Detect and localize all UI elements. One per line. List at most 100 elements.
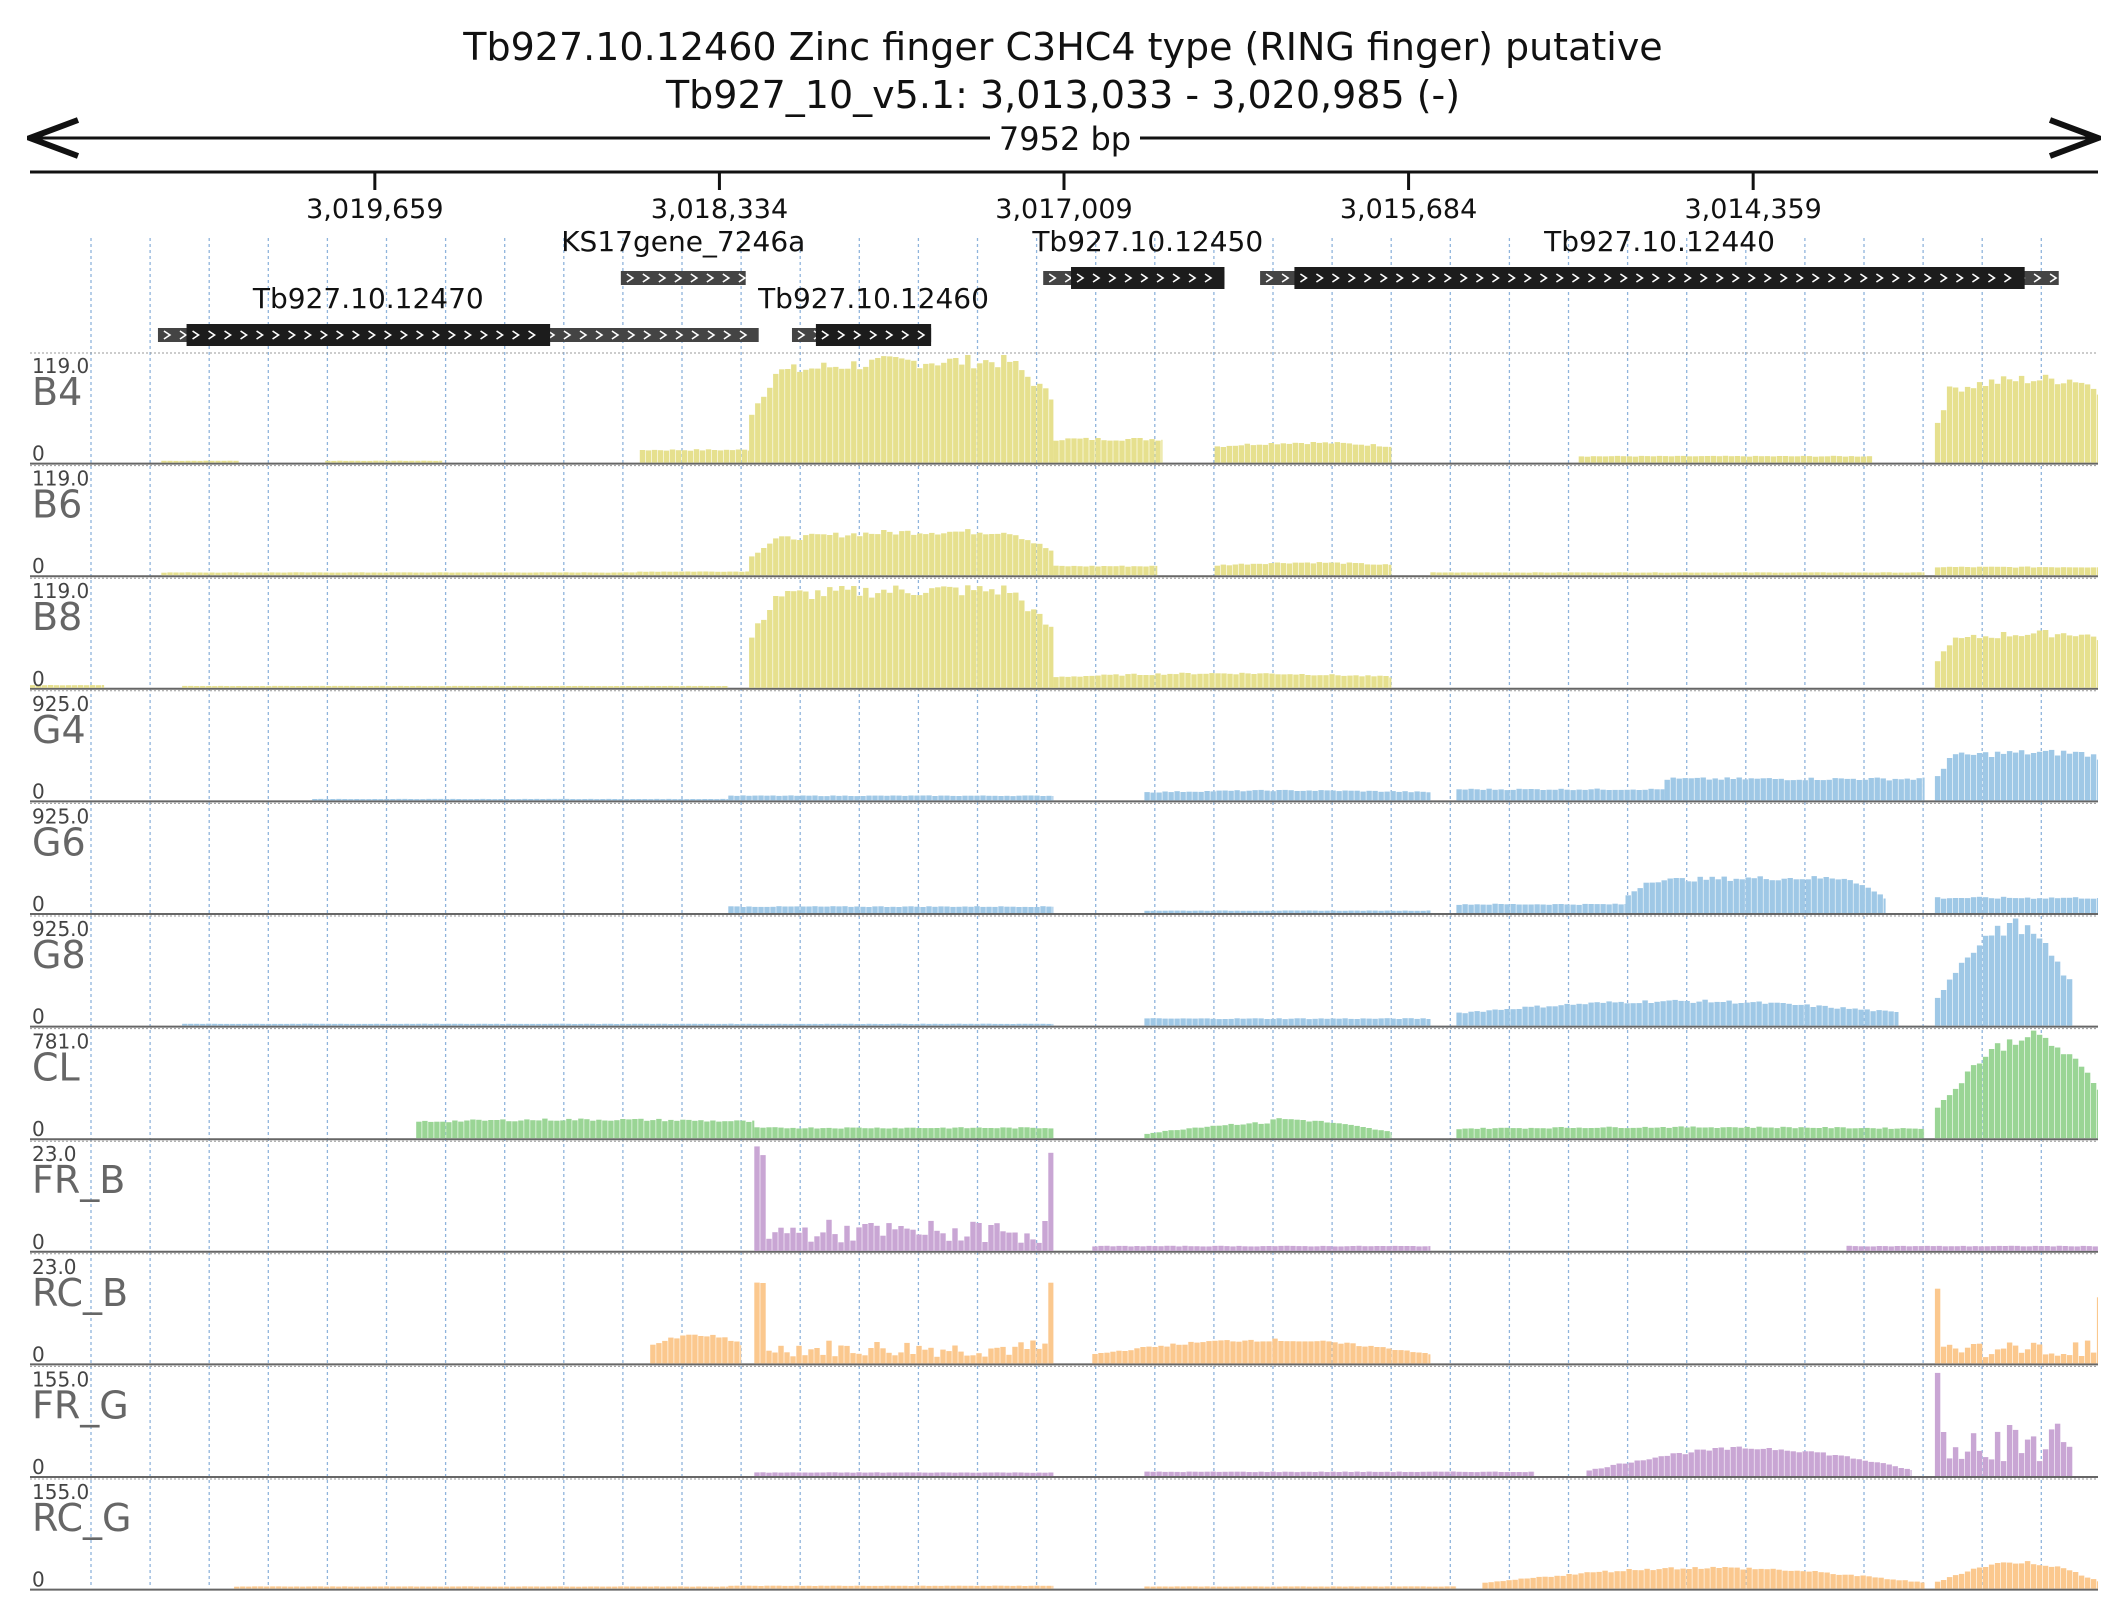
coverage-bar xyxy=(1902,1580,1908,1589)
coverage-bar xyxy=(1734,456,1741,463)
coverage-bar xyxy=(1242,1246,1248,1251)
coverage-bar xyxy=(1059,676,1065,688)
coverage-bar xyxy=(1010,1024,1016,1026)
coverage-bar xyxy=(1510,1128,1516,1139)
coverage-bar xyxy=(1155,673,1161,688)
coverage-bar xyxy=(1680,1568,1686,1589)
coverage-bar xyxy=(1250,445,1256,463)
coverage-bar xyxy=(1970,952,1977,1026)
coverage-bar xyxy=(734,906,740,913)
gene-feature[interactable]: Tb927.10.12450 xyxy=(1031,225,1263,289)
coverage-bar xyxy=(1328,443,1334,463)
coverage-bar xyxy=(1252,1586,1258,1589)
coverage-bar xyxy=(1604,1467,1610,1476)
coverage-bar xyxy=(1048,1128,1054,1139)
coverage-bar xyxy=(1492,1009,1498,1026)
strand-chevron xyxy=(512,330,520,340)
strand-chevron xyxy=(1779,273,1788,283)
strand-chevron xyxy=(1427,273,1436,283)
gene-label[interactable]: Tb927.10.12470 xyxy=(252,282,484,315)
coverage-bar xyxy=(1359,676,1365,688)
gene-label[interactable]: Tb927.10.12450 xyxy=(1031,225,1263,258)
coverage-bar xyxy=(439,460,443,463)
coverage-bar xyxy=(698,1023,704,1026)
coverage-bar xyxy=(102,685,105,688)
coverage-bar xyxy=(1262,564,1268,576)
coverage-bar xyxy=(890,906,896,913)
coverage-bar xyxy=(1838,572,1844,576)
coverage-bar xyxy=(734,1120,740,1139)
coverage-bar xyxy=(1210,1125,1216,1139)
coverage-bar xyxy=(1402,1472,1408,1476)
coverage-bar xyxy=(1658,1456,1664,1476)
gene-annotation-track[interactable]: KS17gene_7246a Tb927.10.12450 Tb927.10.124… xyxy=(157,225,2059,346)
coverage-bar xyxy=(1846,1008,1852,1026)
coverage-bar xyxy=(1390,1018,1396,1026)
coverage-bar xyxy=(980,1023,986,1026)
strand-chevron xyxy=(448,330,456,340)
coverage-bar xyxy=(1338,1246,1344,1251)
coverage-bar xyxy=(904,1228,910,1251)
coverage-bar xyxy=(1095,675,1101,688)
gene-label[interactable]: KS17gene_7246a xyxy=(561,225,805,258)
coverage-bar xyxy=(1745,877,1751,913)
coverage-bar xyxy=(1312,1586,1318,1589)
coverage-bar xyxy=(1778,778,1784,801)
coverage-bar xyxy=(1690,1002,1696,1026)
coverage-bar xyxy=(594,799,600,801)
coverage-bar xyxy=(1922,777,1925,801)
coverage-bar xyxy=(48,685,54,688)
strand-chevron xyxy=(722,273,731,283)
coverage-bar xyxy=(1354,910,1360,913)
coverage-bar xyxy=(1667,878,1673,913)
coverage-bar xyxy=(1386,1246,1392,1251)
coverage-bar xyxy=(708,1586,714,1589)
coverage-bar xyxy=(1624,1128,1630,1139)
coverage-bar xyxy=(965,355,971,463)
coverage-bar xyxy=(830,795,836,801)
gene-feature[interactable]: Tb927.10.12460 xyxy=(757,282,989,346)
gene-label[interactable]: Tb927.10.12460 xyxy=(757,282,989,315)
coverage-bar xyxy=(390,799,396,801)
coverage-bar xyxy=(802,1128,808,1139)
coverage-bar xyxy=(833,366,839,463)
coverage-bar xyxy=(1888,1128,1894,1139)
coverage-bar xyxy=(872,795,878,801)
coverage-bar xyxy=(248,686,254,688)
strand-chevron xyxy=(642,273,651,283)
coverage-bar xyxy=(875,593,881,688)
coverage-bar xyxy=(1042,1472,1048,1476)
coverage-bar xyxy=(696,799,702,801)
coverage-bar xyxy=(1146,1245,1152,1251)
coverage-bar xyxy=(920,907,926,913)
strand-chevron xyxy=(1108,273,1117,283)
coverage-bar xyxy=(1906,1246,1912,1251)
coverage-bar xyxy=(1536,1576,1542,1589)
coverage-bars xyxy=(754,1146,2098,1251)
coverage-bar xyxy=(534,1586,540,1589)
coverage-bar xyxy=(1218,1340,1224,1364)
gene-feature[interactable]: Tb927.10.12470 xyxy=(157,282,759,346)
gene-feature[interactable]: Tb927.10.12440 xyxy=(1260,225,2059,289)
coverage-bar xyxy=(964,1236,970,1251)
coverage-bar xyxy=(836,906,842,913)
coverage-bar xyxy=(1758,456,1765,463)
gene-feature[interactable]: KS17gene_7246a xyxy=(561,225,805,285)
coverage-bar xyxy=(2072,1342,2079,1364)
coverage-bar xyxy=(729,450,736,463)
coverage-bar xyxy=(666,798,672,801)
gene-label[interactable]: Tb927.10.12440 xyxy=(1543,225,1775,258)
coverage-bar xyxy=(2012,567,2019,576)
coverage-bar xyxy=(397,460,403,463)
coverage-bar xyxy=(1246,1123,1252,1139)
coverage-bar xyxy=(857,536,863,576)
coverage-bar xyxy=(1810,1007,1816,1026)
coverage-bar xyxy=(998,1023,1004,1026)
coverage-bar xyxy=(892,1229,898,1251)
coverage-bar xyxy=(1780,1003,1786,1026)
coverage-bar xyxy=(1952,1348,1959,1364)
coverage-bar xyxy=(944,906,950,913)
coverage-bar xyxy=(745,571,749,576)
coverage-bar xyxy=(923,592,929,688)
